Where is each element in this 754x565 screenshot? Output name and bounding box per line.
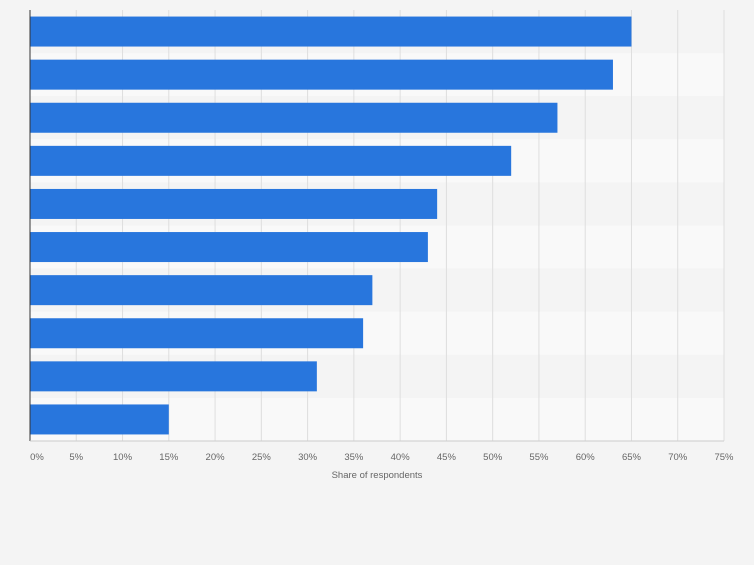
x-tick-label: 60% (576, 452, 596, 463)
x-tick-label: 70% (668, 452, 688, 463)
bar[interactable] (30, 188, 438, 219)
x-tick-label: 10% (113, 452, 133, 463)
x-tick-label: 45% (437, 452, 457, 463)
x-axis-title: Share of respondents (332, 470, 423, 481)
axes (29, 10, 724, 442)
bars (30, 16, 632, 435)
bar[interactable] (30, 318, 364, 349)
bar[interactable] (30, 232, 428, 263)
x-tick-label: 50% (483, 452, 503, 463)
x-tick-label: 75% (714, 452, 734, 463)
bar[interactable] (30, 102, 558, 133)
x-tick-label: 20% (206, 452, 226, 463)
bar[interactable] (30, 145, 512, 176)
x-tick-label: 0% (30, 452, 44, 463)
x-tick-label: 30% (298, 452, 318, 463)
x-tick-label: 15% (159, 452, 179, 463)
x-tick-labels: 0% 5% 10% 15% 20% 25% 30% 35% 40% 45% 50% 55% 60% 65%… (30, 452, 734, 463)
x-tick-label: 25% (252, 452, 272, 463)
x-tick-label: 65% (622, 452, 642, 463)
x-tick-label: 55% (529, 452, 549, 463)
bar[interactable] (30, 404, 169, 435)
bar[interactable] (30, 361, 317, 392)
bar[interactable] (30, 275, 373, 306)
x-tick-label: 5% (69, 452, 83, 463)
bar[interactable] (30, 59, 613, 90)
x-tick-label: 35% (344, 452, 364, 463)
x-tick-label: 40% (391, 452, 411, 463)
bar[interactable] (30, 16, 632, 47)
